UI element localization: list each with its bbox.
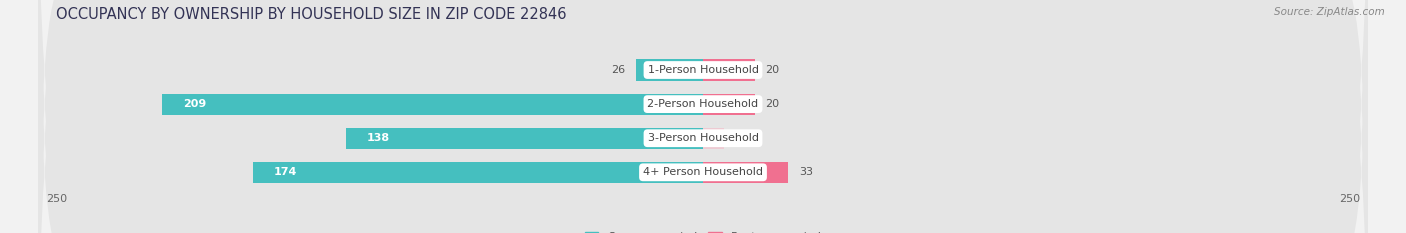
Text: OCCUPANCY BY OWNERSHIP BY HOUSEHOLD SIZE IN ZIP CODE 22846: OCCUPANCY BY OWNERSHIP BY HOUSEHOLD SIZE… bbox=[56, 7, 567, 22]
Bar bbox=[703, 162, 789, 183]
Text: 20: 20 bbox=[765, 65, 779, 75]
Text: 138: 138 bbox=[367, 133, 389, 143]
FancyBboxPatch shape bbox=[38, 0, 1368, 233]
Text: 33: 33 bbox=[799, 167, 813, 177]
Text: 2-Person Household: 2-Person Household bbox=[647, 99, 759, 109]
Text: 3-Person Household: 3-Person Household bbox=[648, 133, 758, 143]
Bar bbox=[703, 128, 724, 149]
Text: 1-Person Household: 1-Person Household bbox=[648, 65, 758, 75]
Text: 4+ Person Household: 4+ Person Household bbox=[643, 167, 763, 177]
Bar bbox=[703, 59, 755, 81]
Bar bbox=[346, 128, 703, 149]
Bar bbox=[253, 162, 703, 183]
Text: 20: 20 bbox=[765, 99, 779, 109]
FancyBboxPatch shape bbox=[38, 0, 1368, 233]
Text: 209: 209 bbox=[183, 99, 207, 109]
FancyBboxPatch shape bbox=[38, 0, 1368, 233]
Text: Source: ZipAtlas.com: Source: ZipAtlas.com bbox=[1274, 7, 1385, 17]
Legend: Owner-occupied, Renter-occupied: Owner-occupied, Renter-occupied bbox=[581, 227, 825, 233]
Bar bbox=[703, 93, 755, 115]
Bar bbox=[636, 59, 703, 81]
Bar bbox=[162, 93, 703, 115]
Text: 174: 174 bbox=[274, 167, 297, 177]
Text: 0: 0 bbox=[713, 133, 720, 143]
FancyBboxPatch shape bbox=[38, 0, 1368, 233]
Text: 26: 26 bbox=[612, 65, 626, 75]
